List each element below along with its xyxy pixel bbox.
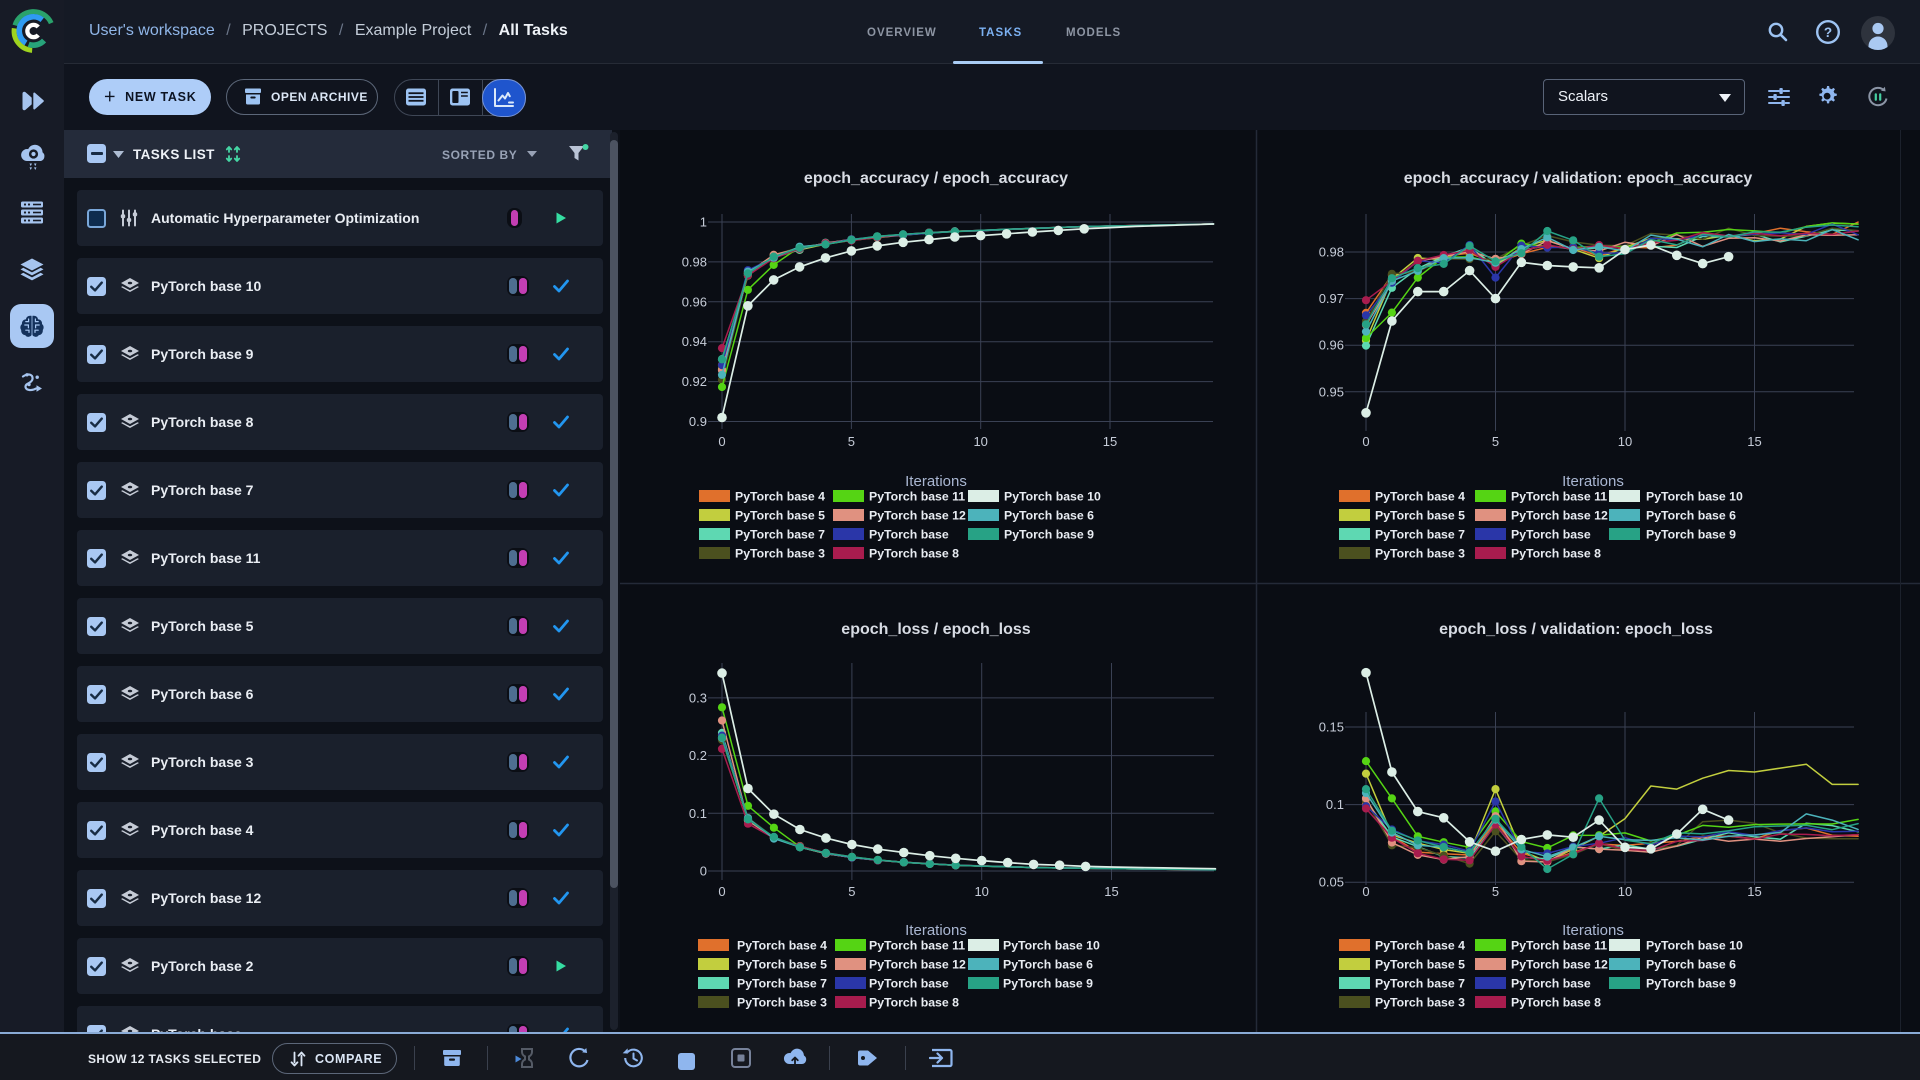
svg-text:0.98: 0.98 <box>682 254 707 269</box>
svg-text:PyTorch base 9: PyTorch base 9 <box>1003 977 1093 991</box>
svg-text:0: 0 <box>718 434 725 449</box>
svg-text:PyTorch base 12: PyTorch base 12 <box>869 958 966 972</box>
svg-text:PyTorch base 4: PyTorch base 4 <box>1375 490 1465 504</box>
svg-text:PyTorch base 8: PyTorch base 8 <box>869 996 959 1010</box>
svg-text:15: 15 <box>1747 434 1761 449</box>
svg-text:0.96: 0.96 <box>1319 338 1344 353</box>
svg-text:PyTorch base 10: PyTorch base 10 <box>1004 490 1101 504</box>
svg-text:PyTorch base 6: PyTorch base 6 <box>1004 509 1094 523</box>
svg-text:0.94: 0.94 <box>682 334 707 349</box>
svg-text:epoch_loss / validation: epoch: epoch_loss / validation: epoch_loss <box>1439 621 1713 638</box>
svg-text:Iterations: Iterations <box>905 473 967 490</box>
svg-text:PyTorch base 9: PyTorch base 9 <box>1004 528 1094 542</box>
svg-text:0: 0 <box>1362 434 1369 449</box>
svg-text:0: 0 <box>1362 884 1369 899</box>
svg-text:PyTorch base 9: PyTorch base 9 <box>1646 528 1736 542</box>
svg-text:Iterations: Iterations <box>1562 473 1624 490</box>
svg-text:0.15: 0.15 <box>1319 720 1344 735</box>
svg-text:PyTorch base 11: PyTorch base 11 <box>1511 939 1607 953</box>
svg-text:PyTorch base 12: PyTorch base 12 <box>1511 509 1608 523</box>
svg-text:PyTorch base 8: PyTorch base 8 <box>1511 996 1601 1010</box>
svg-text:0: 0 <box>718 884 725 899</box>
svg-text:PyTorch base: PyTorch base <box>869 528 949 542</box>
svg-text:PyTorch base 9: PyTorch base 9 <box>1646 977 1736 991</box>
svg-text:0.05: 0.05 <box>1319 875 1344 890</box>
svg-text:PyTorch base 4: PyTorch base 4 <box>737 939 827 953</box>
svg-text:PyTorch base 3: PyTorch base 3 <box>735 547 825 561</box>
svg-text:1: 1 <box>700 215 707 230</box>
svg-text:0.98: 0.98 <box>1319 245 1344 260</box>
svg-text:PyTorch base: PyTorch base <box>1511 528 1591 542</box>
svg-text:PyTorch base 5: PyTorch base 5 <box>1375 509 1465 523</box>
svg-text:PyTorch base 5: PyTorch base 5 <box>1375 958 1465 972</box>
svg-text:5: 5 <box>848 884 855 899</box>
svg-text:0.92: 0.92 <box>682 374 707 389</box>
svg-text:epoch_loss / epoch_loss: epoch_loss / epoch_loss <box>841 621 1031 638</box>
svg-text:epoch_accuracy / validation: e: epoch_accuracy / validation: epoch_accur… <box>1404 170 1753 187</box>
svg-text:5: 5 <box>1492 884 1499 899</box>
svg-text:0.3: 0.3 <box>689 690 707 705</box>
svg-text:PyTorch base 11: PyTorch base 11 <box>869 939 965 953</box>
svg-text:5: 5 <box>848 434 855 449</box>
svg-text:Iterations: Iterations <box>905 922 967 939</box>
svg-text:PyTorch base 7: PyTorch base 7 <box>1375 977 1465 991</box>
svg-text:PyTorch base 8: PyTorch base 8 <box>869 547 959 561</box>
svg-text:PyTorch base 8: PyTorch base 8 <box>1511 547 1601 561</box>
svg-text:PyTorch base 10: PyTorch base 10 <box>1003 939 1100 953</box>
svg-text:PyTorch base: PyTorch base <box>869 977 949 991</box>
svg-text:PyTorch base 3: PyTorch base 3 <box>1375 547 1465 561</box>
svg-text:PyTorch base: PyTorch base <box>1511 977 1591 991</box>
svg-text:10: 10 <box>973 434 987 449</box>
svg-text:10: 10 <box>1618 434 1632 449</box>
svg-text:0.96: 0.96 <box>682 294 707 309</box>
svg-text:PyTorch base 3: PyTorch base 3 <box>1375 996 1465 1010</box>
svg-text:0.9: 0.9 <box>689 414 707 429</box>
svg-text:epoch_accuracy / epoch_accurac: epoch_accuracy / epoch_accuracy <box>804 170 1068 187</box>
svg-text:PyTorch base 7: PyTorch base 7 <box>735 528 825 542</box>
svg-text:PyTorch base 10: PyTorch base 10 <box>1646 939 1743 953</box>
svg-text:15: 15 <box>1103 434 1117 449</box>
svg-text:PyTorch base 4: PyTorch base 4 <box>1375 939 1465 953</box>
svg-text:PyTorch base 7: PyTorch base 7 <box>1375 528 1465 542</box>
svg-text:PyTorch base 6: PyTorch base 6 <box>1646 958 1736 972</box>
svg-text:PyTorch base 12: PyTorch base 12 <box>869 509 966 523</box>
svg-text:0.1: 0.1 <box>1326 797 1344 812</box>
svg-text:PyTorch base 7: PyTorch base 7 <box>737 977 827 991</box>
svg-text:0.95: 0.95 <box>1319 384 1344 399</box>
svg-text:PyTorch base 6: PyTorch base 6 <box>1003 958 1093 972</box>
svg-text:PyTorch base 11: PyTorch base 11 <box>869 490 965 504</box>
svg-text:10: 10 <box>974 884 988 899</box>
svg-text:PyTorch base 11: PyTorch base 11 <box>1511 490 1607 504</box>
svg-text:0.1: 0.1 <box>689 806 707 821</box>
svg-text:PyTorch base 3: PyTorch base 3 <box>737 996 827 1010</box>
svg-text:0.2: 0.2 <box>689 748 707 763</box>
svg-text:PyTorch base 10: PyTorch base 10 <box>1646 490 1743 504</box>
svg-text:Iterations: Iterations <box>1562 922 1624 939</box>
svg-text:PyTorch base 6: PyTorch base 6 <box>1646 509 1736 523</box>
svg-text:5: 5 <box>1492 434 1499 449</box>
svg-text:PyTorch base 4: PyTorch base 4 <box>735 490 825 504</box>
svg-text:10: 10 <box>1618 884 1632 899</box>
svg-text:0.97: 0.97 <box>1319 291 1344 306</box>
svg-text:PyTorch base 5: PyTorch base 5 <box>737 958 827 972</box>
svg-text:15: 15 <box>1104 884 1118 899</box>
svg-text:PyTorch base 12: PyTorch base 12 <box>1511 958 1608 972</box>
svg-text:?: ? <box>1824 25 1832 40</box>
svg-text:0: 0 <box>700 864 707 879</box>
svg-text:PyTorch base 5: PyTorch base 5 <box>735 509 825 523</box>
svg-text:15: 15 <box>1747 884 1761 899</box>
